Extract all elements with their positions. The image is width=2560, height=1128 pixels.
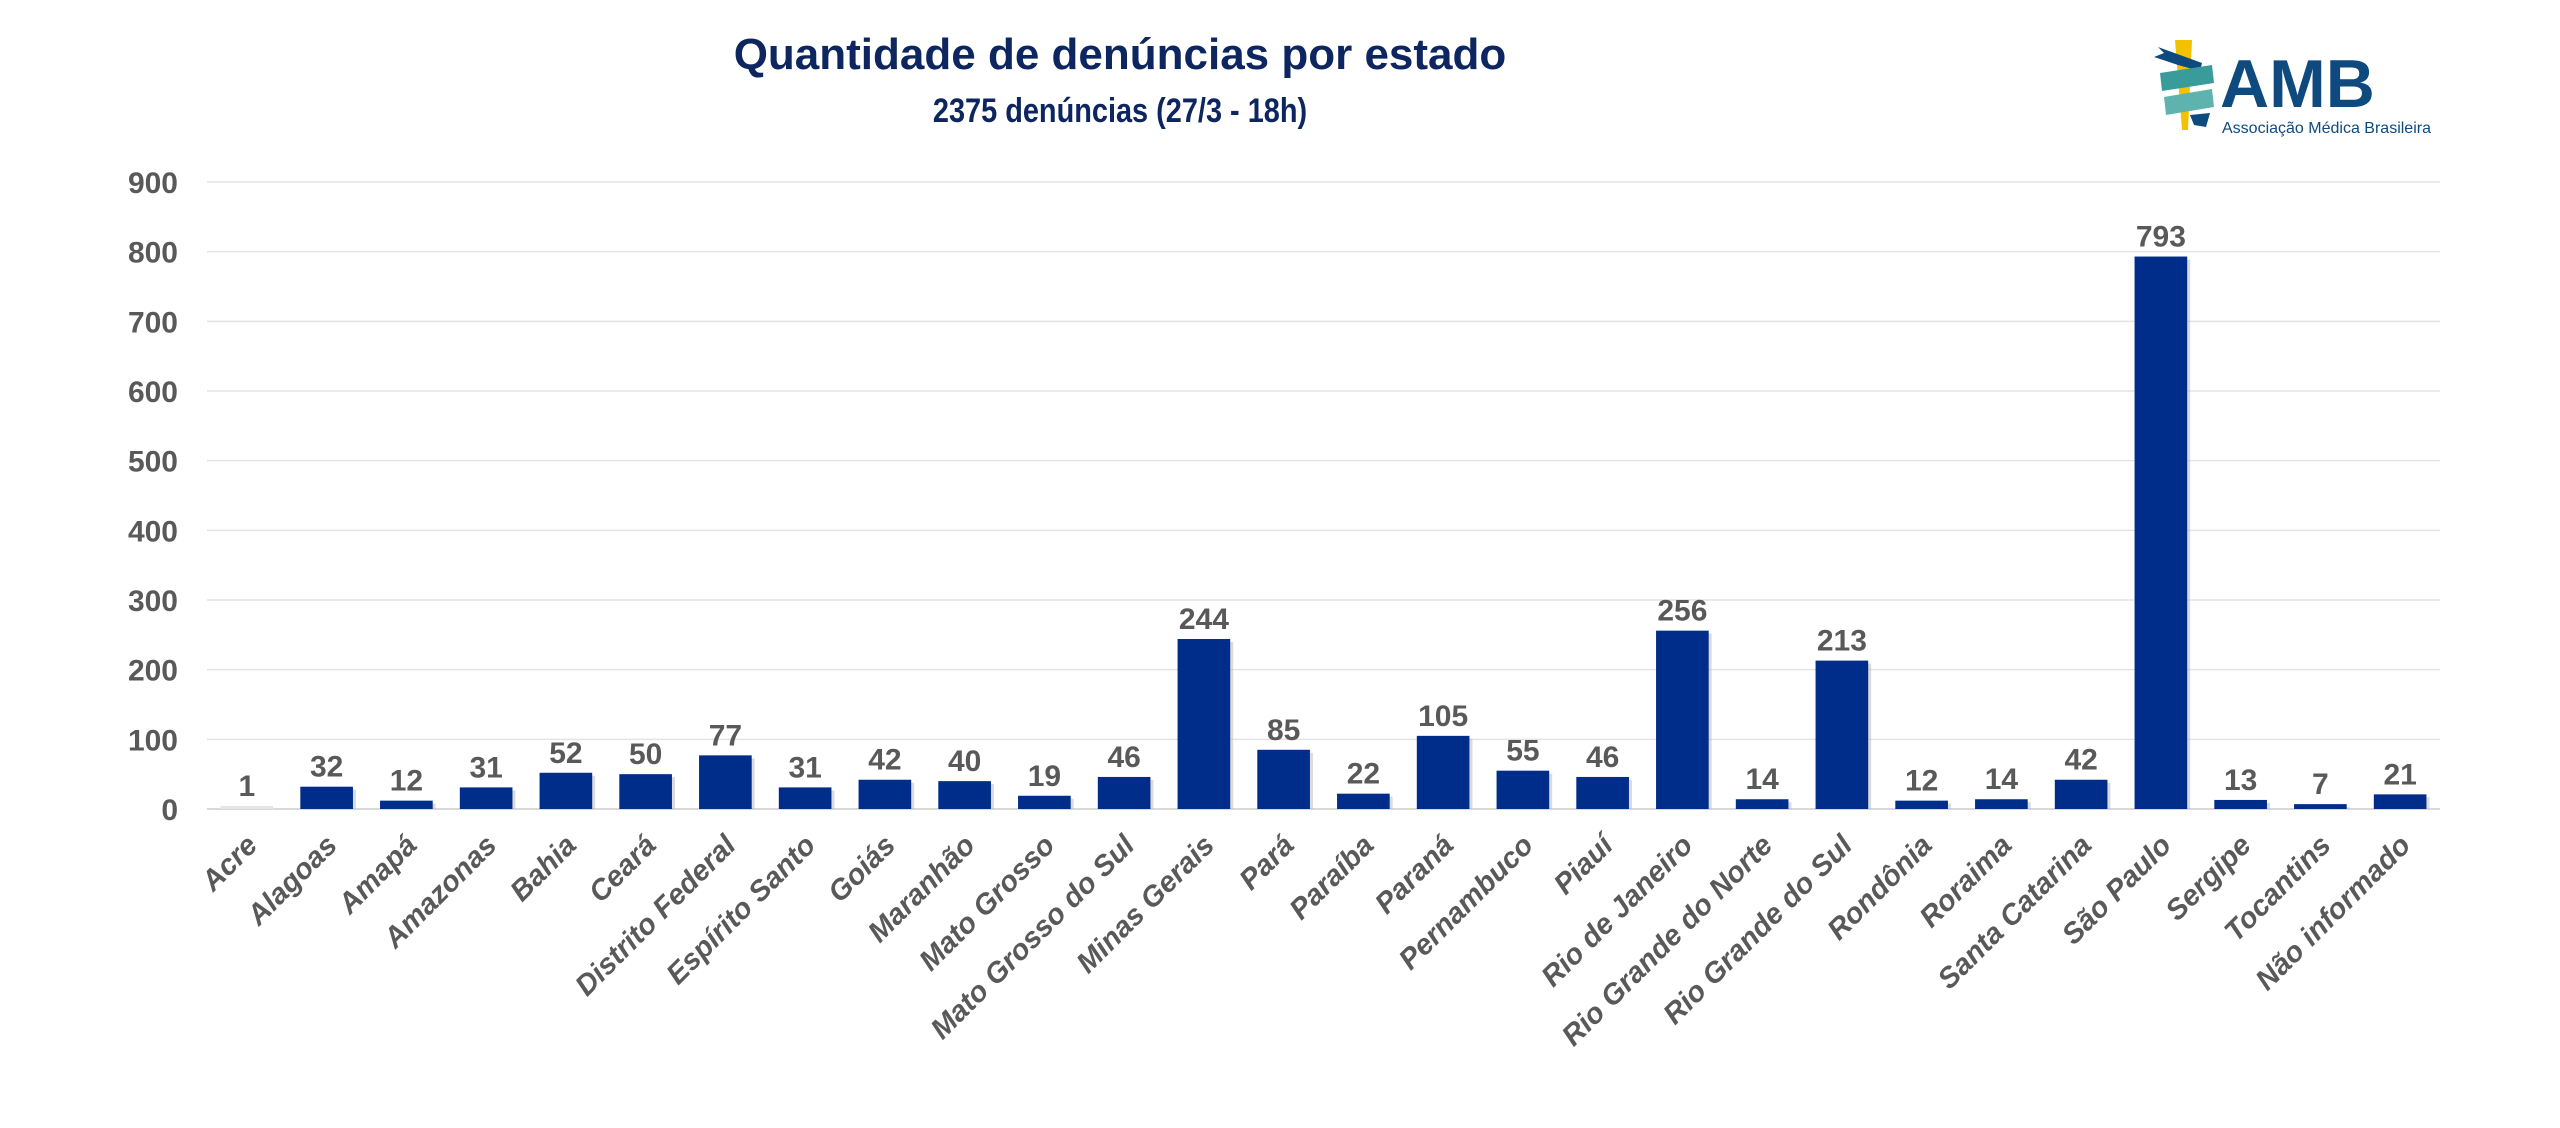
value-label: 40 — [948, 745, 981, 778]
bar — [2134, 256, 2188, 809]
bar — [1735, 799, 1789, 809]
bar — [2214, 799, 2267, 809]
y-tick-label: 300 — [128, 585, 178, 618]
value-label: 46 — [1586, 741, 1619, 774]
y-tick-label: 500 — [128, 446, 178, 479]
y-tick-label: 100 — [128, 724, 178, 757]
value-label: 42 — [868, 744, 901, 777]
value-label: 1 — [239, 770, 256, 803]
value-label: 77 — [709, 719, 742, 752]
y-tick-label: 0 — [161, 794, 178, 827]
value-label: 32 — [310, 751, 343, 784]
bar — [539, 772, 593, 809]
value-label: 244 — [1179, 603, 1229, 636]
bar — [699, 755, 752, 809]
value-label: 7 — [2312, 768, 2329, 801]
bar — [1097, 776, 1151, 809]
logo-tagline: Associação Médica Brasileira — [2222, 120, 2431, 137]
y-tick-label: 400 — [128, 515, 178, 548]
value-label: 12 — [390, 765, 423, 798]
value-label: 14 — [1985, 763, 2019, 796]
bar — [459, 787, 513, 809]
value-label: 19 — [1028, 760, 1061, 793]
value-label: 31 — [469, 751, 502, 784]
value-label: 52 — [549, 737, 582, 770]
bar — [619, 774, 672, 809]
value-label: 105 — [1418, 700, 1468, 733]
value-label: 21 — [2383, 758, 2416, 791]
y-tick-label: 700 — [128, 306, 178, 339]
bar — [858, 779, 912, 809]
logo-name: AMB — [2220, 46, 2375, 122]
bar — [778, 787, 832, 809]
value-label: 14 — [1745, 763, 1779, 796]
bar — [2054, 779, 2108, 809]
bar — [1257, 749, 1310, 809]
gridlines — [207, 181, 2440, 810]
bar — [1576, 776, 1629, 809]
value-label: 213 — [1817, 625, 1867, 658]
category-label: Paraíba — [1284, 829, 1381, 926]
value-label: 256 — [1657, 595, 1707, 628]
bar — [2373, 794, 2427, 809]
value-label: 85 — [1267, 714, 1300, 747]
category-label: Pará — [1233, 829, 1300, 896]
bar — [1656, 630, 1709, 809]
caduceus-ribbon-icon — [2154, 40, 2214, 130]
chart-subtitle: 2375 denúncias (27/3 - 18h) — [932, 92, 1308, 130]
y-tick-label: 900 — [128, 167, 178, 200]
bar — [1177, 639, 1231, 809]
category-label: Bahia — [504, 829, 582, 907]
value-label: 46 — [1107, 741, 1140, 774]
category-label: Minas Gerais — [1071, 829, 1221, 979]
value-label: 13 — [2224, 764, 2257, 797]
bar — [1975, 799, 2028, 809]
bar — [1815, 660, 1869, 809]
bar — [1018, 795, 1071, 809]
bar — [300, 786, 353, 809]
bars — [220, 256, 2430, 809]
y-tick-label: 800 — [128, 237, 178, 270]
y-tick-label: 600 — [128, 376, 178, 409]
value-label: 793 — [2136, 221, 2186, 254]
bar — [2294, 804, 2347, 809]
value-label: 12 — [1905, 765, 1938, 798]
value-labels: 1 32 12 31 52 50 77 31 42 40 19 46 244 85 22 105 55 46 256… — [239, 221, 2417, 803]
bar — [1496, 770, 1550, 809]
y-axis: 0 100 200 300 400 500 600 700 800 900 — [128, 167, 178, 827]
y-tick-label: 200 — [128, 655, 178, 688]
value-label: 55 — [1506, 735, 1539, 768]
chart-title: Quantidade de denúncias por estado — [733, 30, 1507, 79]
amb-logo: AMB Associação Médica Brasileira — [2154, 40, 2431, 137]
value-label: 22 — [1347, 758, 1380, 791]
bar — [380, 800, 433, 809]
bar — [938, 781, 991, 809]
bar — [220, 806, 274, 809]
bar — [1416, 735, 1470, 809]
category-label: Piauí — [1548, 827, 1622, 901]
bar — [1895, 800, 1948, 809]
value-label: 31 — [788, 751, 821, 784]
value-label: 50 — [629, 738, 662, 771]
category-label: Espírito Santo — [660, 829, 822, 991]
bar — [1337, 793, 1390, 809]
category-label: Acre — [195, 829, 264, 898]
value-label: 42 — [2064, 744, 2097, 777]
